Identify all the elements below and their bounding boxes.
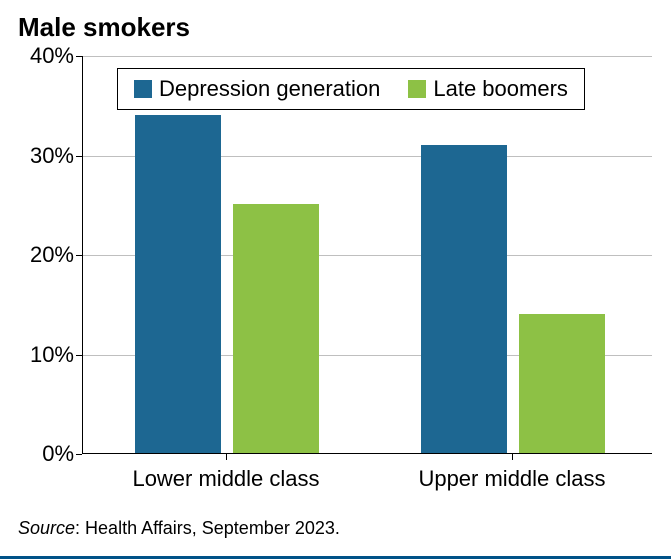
y-tick-mark <box>76 255 82 256</box>
bar <box>421 145 507 453</box>
plot-area <box>82 56 652 454</box>
x-tick-mark <box>512 454 513 460</box>
chart-container: Male smokers Depression generation Late … <box>0 0 671 559</box>
bar <box>519 314 605 453</box>
x-tick-label: Lower middle class <box>96 466 356 492</box>
y-tick-label: 20% <box>14 242 74 268</box>
y-tick-label: 10% <box>14 342 74 368</box>
source-label: Source <box>18 518 75 538</box>
gridline <box>83 56 652 57</box>
source-text: : Health Affairs, September 2023. <box>75 518 340 538</box>
x-tick-mark <box>226 454 227 460</box>
y-tick-mark <box>76 56 82 57</box>
source-line: Source: Health Affairs, September 2023. <box>18 518 340 539</box>
legend: Depression generation Late boomers <box>117 68 585 110</box>
legend-swatch-1 <box>408 80 426 98</box>
legend-swatch-0 <box>134 80 152 98</box>
legend-item-0: Depression generation <box>134 76 380 102</box>
y-tick-mark <box>76 355 82 356</box>
legend-label-0: Depression generation <box>159 76 380 102</box>
legend-item-1: Late boomers <box>408 76 568 102</box>
x-tick-label: Upper middle class <box>382 466 642 492</box>
y-tick-label: 40% <box>14 43 74 69</box>
bar <box>233 204 319 453</box>
y-tick-label: 0% <box>14 441 74 467</box>
legend-label-1: Late boomers <box>433 76 568 102</box>
y-tick-mark <box>76 454 82 455</box>
y-tick-mark <box>76 156 82 157</box>
y-tick-label: 30% <box>14 143 74 169</box>
chart-title: Male smokers <box>18 12 190 43</box>
bar <box>135 115 221 453</box>
